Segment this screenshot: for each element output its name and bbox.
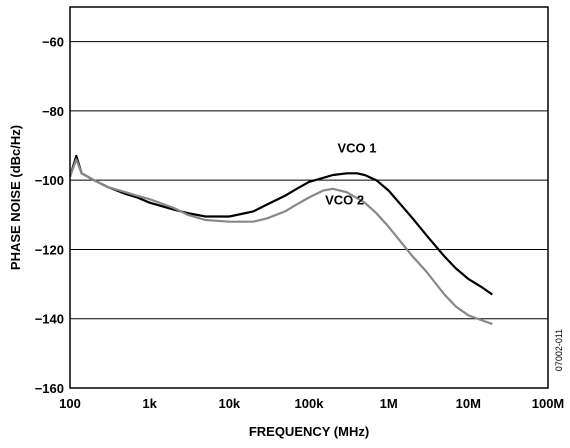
x-tick-label: 10k	[218, 396, 240, 411]
series-line-1	[68, 154, 493, 296]
x-tick-label: 100k	[295, 396, 325, 411]
x-tick-label: 100	[59, 396, 81, 411]
x-axis-label: FREQUENCY (MHz)	[249, 424, 369, 439]
y-tick-label: −120	[35, 242, 64, 257]
series-annotation-1: VCO 1	[337, 140, 376, 155]
y-tick-labels: −160 −140 −120 −100 −80 −60	[35, 35, 64, 396]
x-tick-label: 100M	[532, 396, 565, 411]
x-tick-label: 1M	[380, 396, 398, 411]
y-tick-label: −80	[42, 104, 64, 119]
plot-frame	[69, 6, 549, 389]
x-tick-label: 10M	[456, 396, 481, 411]
figure-id: 07002-011	[554, 329, 564, 371]
series-annotation-2: VCO 2	[325, 192, 364, 207]
series-layer	[68, 154, 493, 325]
x-tick-label: 1k	[142, 396, 157, 411]
series-annotations: VCO 1 VCO 2	[325, 140, 376, 207]
y-tick-label: −160	[35, 381, 64, 396]
y-tick-label: −100	[35, 173, 64, 188]
x-tick-labels: 100 1k 10k 100k 1M 10M 100M	[59, 396, 564, 411]
series-line-2	[68, 158, 493, 325]
gridlines	[70, 41, 548, 320]
y-axis-label: PHASE NOISE (dBc/Hz)	[8, 125, 23, 270]
y-tick-label: −60	[42, 35, 64, 50]
y-tick-label: −140	[35, 312, 64, 327]
